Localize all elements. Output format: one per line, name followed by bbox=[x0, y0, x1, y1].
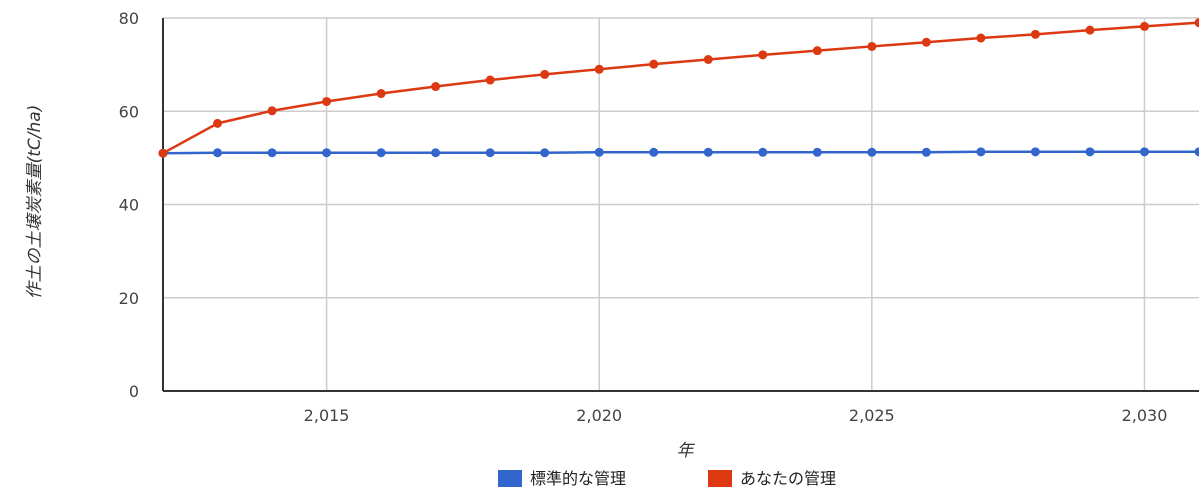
data-point bbox=[322, 96, 332, 106]
series-line bbox=[162, 150, 1199, 155]
data-point bbox=[649, 147, 659, 157]
data-point bbox=[1085, 147, 1095, 157]
data-point bbox=[812, 46, 822, 56]
y-tick-label: 20 bbox=[119, 289, 139, 308]
y-tick-label: 60 bbox=[119, 102, 139, 121]
y-tick-label: 80 bbox=[119, 9, 139, 28]
data-point bbox=[1030, 147, 1040, 157]
y-tick-label: 0 bbox=[129, 382, 139, 401]
data-point bbox=[1194, 147, 1199, 157]
legend-item-1: 標準的な管理 bbox=[498, 469, 626, 488]
data-point bbox=[921, 147, 931, 157]
series-2 bbox=[158, 18, 1199, 158]
legend-label: 標準的な管理 bbox=[530, 469, 626, 488]
data-point bbox=[213, 118, 223, 128]
data-point bbox=[758, 147, 768, 157]
x-axis-ticks: 2,015 2,020 2,025 2,030 bbox=[304, 406, 1168, 425]
data-point bbox=[1194, 18, 1199, 28]
data-point bbox=[758, 50, 768, 60]
y-axis-title: 作土の土壌炭素量(tC/ha) bbox=[25, 105, 45, 300]
y-tick-label: 40 bbox=[119, 196, 139, 215]
data-point bbox=[322, 148, 332, 158]
data-point bbox=[1085, 25, 1095, 35]
y-axis-ticks: 0 20 40 60 80 bbox=[119, 9, 139, 401]
data-point bbox=[376, 89, 386, 99]
data-point bbox=[703, 54, 713, 64]
legend-swatch bbox=[708, 470, 732, 487]
legend-label: あなたの管理 bbox=[740, 469, 836, 488]
data-point bbox=[976, 147, 986, 157]
axes bbox=[162, 18, 1199, 392]
data-point bbox=[540, 148, 550, 158]
data-point bbox=[485, 148, 495, 158]
data-point bbox=[1139, 21, 1149, 31]
series-1 bbox=[158, 147, 1199, 158]
data-point bbox=[649, 59, 659, 69]
data-point bbox=[976, 33, 986, 43]
data-point bbox=[1030, 29, 1040, 39]
data-point bbox=[485, 75, 495, 85]
gridlines bbox=[163, 17, 1199, 391]
x-tick-label: 2,015 bbox=[304, 406, 350, 425]
data-point bbox=[376, 148, 386, 158]
legend: 標準的な管理 あなたの管理 bbox=[498, 469, 836, 488]
data-point bbox=[213, 148, 223, 158]
data-point bbox=[921, 37, 931, 47]
series-line bbox=[162, 21, 1199, 155]
legend-item-2: あなたの管理 bbox=[708, 469, 836, 488]
data-point bbox=[594, 147, 604, 157]
data-point bbox=[431, 82, 441, 92]
data-point bbox=[540, 69, 550, 79]
data-point bbox=[867, 147, 877, 157]
x-tick-label: 2,025 bbox=[849, 406, 895, 425]
legend-swatch bbox=[498, 470, 522, 487]
data-point bbox=[867, 41, 877, 51]
data-point bbox=[267, 148, 277, 158]
data-point bbox=[431, 148, 441, 158]
data-point bbox=[703, 147, 713, 157]
data-point bbox=[1139, 147, 1149, 157]
x-axis-title: 年 bbox=[677, 441, 696, 461]
x-tick-label: 2,020 bbox=[576, 406, 622, 425]
series-layer bbox=[158, 18, 1199, 158]
x-tick-label: 2,030 bbox=[1122, 406, 1168, 425]
data-point bbox=[594, 64, 604, 74]
data-point bbox=[158, 148, 168, 158]
data-point bbox=[267, 106, 277, 116]
data-point bbox=[812, 147, 822, 157]
